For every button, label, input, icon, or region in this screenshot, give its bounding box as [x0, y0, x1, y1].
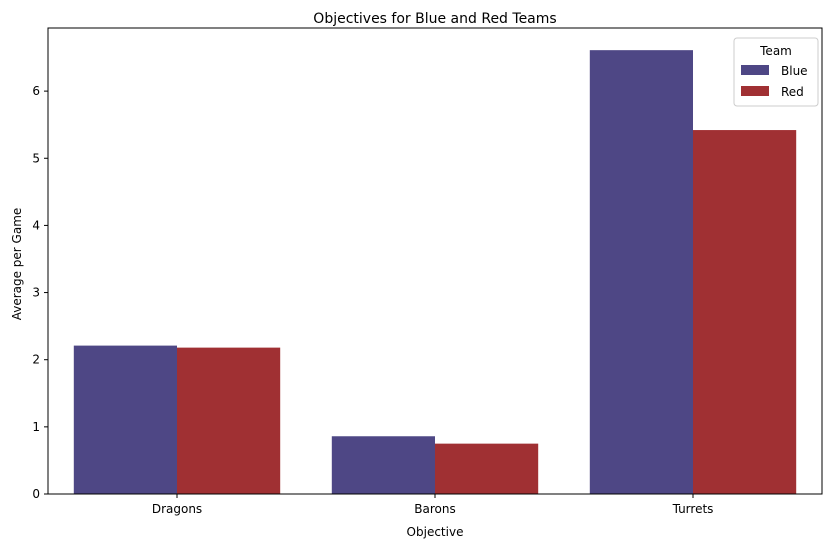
bar-red-turrets [693, 130, 797, 494]
legend: Team Blue Red [733, 37, 819, 107]
y-axis: 0 1 2 3 4 5 6 [32, 84, 48, 501]
x-axis: Dragons Barons Turrets [152, 494, 714, 516]
chart-title: Objectives for Blue and Red Teams [313, 11, 556, 27]
y-tick-label: 4 [32, 218, 40, 232]
plot-area: 0 1 2 3 4 5 6 Dragons Barons Turrets [32, 27, 823, 516]
legend-swatch-blue [741, 65, 769, 75]
y-tick-label: 1 [32, 420, 40, 434]
y-tick-label: 6 [32, 84, 40, 98]
bars-group [73, 50, 797, 494]
y-tick-label: 2 [32, 353, 40, 367]
plot-frame [47, 27, 823, 495]
bar-blue-dragons [73, 345, 177, 494]
axes-frame [47, 27, 823, 495]
y-tick-label: 3 [32, 286, 40, 300]
bar-blue-turrets [589, 50, 693, 494]
legend-entries: Blue Red [741, 64, 808, 99]
bar-red-dragons [177, 347, 281, 494]
legend-label-blue: Blue [781, 64, 808, 78]
bar-blue-barons [331, 436, 435, 494]
bar-red-barons [435, 443, 539, 494]
x-tick-label: Dragons [152, 502, 202, 516]
y-axis-label: Average per Game [10, 208, 24, 321]
legend-title: Team [759, 44, 792, 58]
x-tick-label: Turrets [672, 502, 714, 516]
y-tick-label: 0 [32, 487, 40, 501]
x-tick-label: Barons [414, 502, 455, 516]
y-tick-label: 5 [32, 151, 40, 165]
legend-swatch-red [741, 86, 769, 96]
legend-label-red: Red [781, 85, 804, 99]
x-axis-label: Objective [407, 525, 464, 539]
